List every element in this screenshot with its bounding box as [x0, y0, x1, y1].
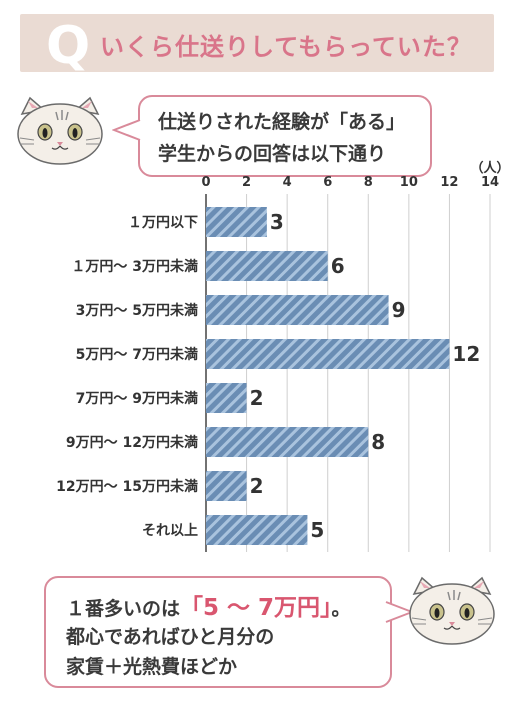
x-tick-label: 6	[323, 175, 332, 190]
question-title: いくら仕送りしてもらっていた？	[100, 33, 472, 61]
bar	[206, 383, 247, 413]
x-tick-label: 14	[481, 175, 499, 190]
category-label: 3万円～ 5万円未満	[76, 302, 198, 319]
value-label: 3	[270, 210, 284, 234]
category-label: １万円以下	[128, 215, 198, 231]
value-label: 6	[331, 254, 345, 278]
value-label: 5	[310, 518, 324, 542]
bar	[206, 515, 308, 545]
question-banner: Q いくら仕送りしてもらっていた？	[20, 14, 494, 76]
value-label: 2	[250, 474, 264, 498]
q-icon: Q	[46, 16, 90, 76]
intro-line-2: 学生からの回答は以下通り	[158, 143, 387, 165]
summary-line-1: １番多いのは「5 ～ 7万円」。	[66, 588, 351, 622]
value-label: 2	[250, 386, 264, 410]
category-label: １万円～ 3万円未満	[71, 258, 198, 275]
x-tick-label: 4	[283, 175, 292, 190]
summary-suffix: 。	[331, 598, 351, 620]
unit-label: （人）	[470, 160, 509, 176]
summary-line-2: 都心であればひと月分の	[66, 626, 275, 648]
category-label: 12万円～ 15万円未満	[56, 478, 198, 495]
bar	[206, 427, 369, 457]
category-label: 7万円～ 9万円未満	[76, 390, 198, 407]
summary-prefix: １番多いのは	[66, 598, 181, 620]
bar	[206, 339, 450, 369]
bar	[206, 251, 328, 281]
value-label: 12	[452, 342, 480, 366]
cat-icon	[409, 576, 495, 645]
x-tick-label: 2	[242, 175, 251, 190]
bar	[206, 471, 247, 501]
category-label: 5万円～ 7万円未満	[76, 346, 198, 363]
summary-highlight: 「5 ～ 7万円」	[180, 595, 332, 621]
summary-line-3: 家賃＋光熱費ほどか	[66, 656, 238, 678]
cat-icon	[17, 96, 103, 165]
x-tick-label: 0	[201, 175, 210, 190]
x-tick-label: 10	[400, 175, 418, 190]
intro-bubble-tail	[112, 119, 141, 141]
intro-line-1: 仕送りされた経験が「ある」	[158, 111, 406, 133]
value-label: 9	[392, 298, 406, 322]
summary-speech-bubble: １番多いのは「5 ～ 7万円」。 都心であればひと月分の 家賃＋光熱費ほどか	[44, 576, 392, 688]
category-label: 9万円～ 12万円未満	[66, 434, 198, 451]
category-label: それ以上	[142, 523, 198, 539]
value-label: 8	[371, 430, 385, 454]
x-tick-label: 12	[440, 175, 458, 190]
bar	[206, 207, 267, 237]
x-tick-label: 8	[364, 175, 373, 190]
bar	[206, 295, 389, 325]
